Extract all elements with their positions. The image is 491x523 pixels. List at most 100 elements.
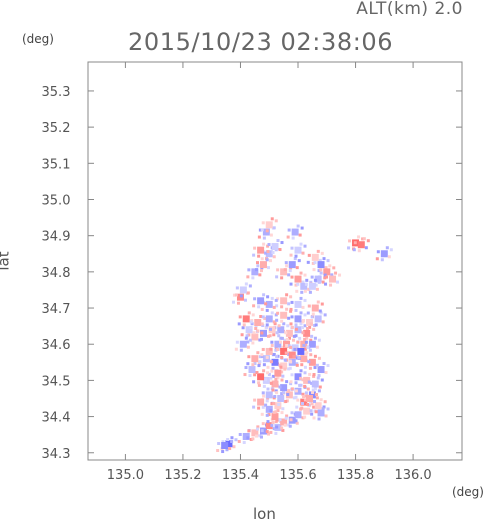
data-cell-speckle (380, 258, 384, 262)
data-cell-speckle (280, 411, 284, 415)
data-cell-speckle (288, 269, 292, 273)
data-cell-speckle (279, 365, 283, 369)
data-cell-speckle (306, 387, 310, 391)
data-cell-speckle (265, 323, 269, 327)
data-cell-speckle (313, 324, 317, 328)
data-cell-speckle (307, 304, 311, 308)
data-cell-speckle (272, 410, 276, 414)
data-cell-speckle (256, 264, 260, 268)
data-cell-speckle (269, 409, 273, 413)
data-cell-speckle (277, 334, 281, 338)
data-cell-speckle (287, 423, 291, 427)
data-cell-speckle (280, 378, 284, 382)
data-cell-speckle (321, 320, 325, 324)
data-cell-speckle (275, 391, 279, 395)
data-cell-speckle (266, 334, 270, 338)
data-cell-speckle (248, 284, 252, 288)
data-cell-speckle (261, 405, 265, 409)
data-cell (257, 246, 265, 254)
data-cell-speckle (319, 268, 323, 272)
data-cell-speckle (260, 429, 264, 433)
y-axis-unit: (deg) (22, 32, 54, 46)
data-cell-speckle (259, 337, 263, 341)
data-cell-speckle (270, 402, 274, 406)
data-cell-speckle (294, 254, 298, 258)
data-cell-speckle (270, 296, 274, 300)
data-cell (251, 268, 259, 276)
data-cell (242, 315, 250, 323)
data-cell-speckle (312, 327, 316, 331)
data-cell-speckle (255, 261, 259, 265)
data-cell (300, 355, 308, 363)
data-cell-speckle (228, 447, 232, 451)
data-cell-speckle (283, 423, 287, 427)
data-cell-speckle (253, 246, 257, 250)
data-cell-speckle (258, 355, 262, 359)
data-cell-speckle (287, 344, 291, 348)
data-cell (291, 228, 299, 236)
data-cell-speckle (225, 448, 229, 452)
data-cell-speckle (299, 369, 303, 373)
data-cell-speckle (276, 311, 280, 315)
data-cell (317, 409, 325, 417)
data-cell-speckle (307, 380, 311, 384)
data-cell-speckle (275, 331, 279, 335)
data-cell-speckle (301, 280, 305, 284)
data-cell-speckle (271, 251, 275, 255)
data-cell-speckle (313, 366, 317, 370)
data-cell-speckle (265, 229, 269, 233)
data-cell-speckle (284, 331, 288, 335)
data-cell-speckle (260, 307, 264, 311)
data-cell-speckle (290, 246, 294, 250)
data-cell-speckle (275, 425, 279, 429)
data-cell-speckle (295, 266, 299, 270)
data-cell-speckle (301, 416, 305, 420)
data-cell-speckle (272, 401, 276, 405)
data-cell-speckle (247, 355, 251, 359)
data-cell-speckle (253, 373, 257, 377)
data-cell (277, 326, 285, 334)
data-cell-speckle (302, 394, 306, 398)
data-cell (306, 319, 314, 327)
data-cell-speckle (286, 351, 290, 355)
data-cell-speckle (249, 326, 253, 330)
data-cell (265, 221, 273, 229)
data-cell-speckle (313, 261, 317, 265)
data-cell-speckle (284, 399, 288, 403)
data-cell-speckle (305, 336, 309, 340)
data-cell-speckle (251, 313, 255, 317)
data-cell-speckle (329, 283, 333, 287)
data-cell-speckle (357, 235, 361, 239)
data-cells (216, 217, 393, 454)
data-cell (288, 351, 296, 359)
data-cell-speckle (270, 423, 274, 427)
data-cell-speckle (303, 398, 307, 402)
data-cell-speckle (252, 331, 256, 335)
data-cell-speckle (283, 268, 287, 272)
data-cell-speckle (312, 405, 316, 409)
data-cell-speckle (274, 377, 278, 381)
data-cell (274, 369, 282, 377)
data-cell-speckle (263, 317, 267, 321)
data-cell-speckle (315, 287, 319, 291)
data-cell-speckle (309, 322, 313, 326)
data-cell-speckle (303, 273, 307, 277)
data-cell-speckle (234, 347, 238, 351)
data-cell-speckle (246, 345, 250, 349)
data-cell-speckle (236, 301, 240, 305)
data-cell-speckle (323, 273, 327, 277)
data-cell-speckle (266, 266, 270, 270)
data-cell-speckle (266, 365, 270, 369)
data-cell (274, 340, 282, 348)
y-tick-label: 34.8 (42, 266, 71, 281)
data-cell-speckle (352, 248, 356, 252)
data-cell-speckle (301, 378, 305, 382)
data-cell-speckle (260, 353, 264, 357)
data-cell-speckle (295, 347, 299, 351)
data-cell-speckle (338, 273, 342, 277)
data-cell-speckle (307, 287, 311, 291)
data-cell (294, 315, 302, 323)
data-cell-speckle (288, 424, 292, 428)
data-cell-speckle (317, 374, 321, 378)
data-cell (265, 422, 273, 430)
